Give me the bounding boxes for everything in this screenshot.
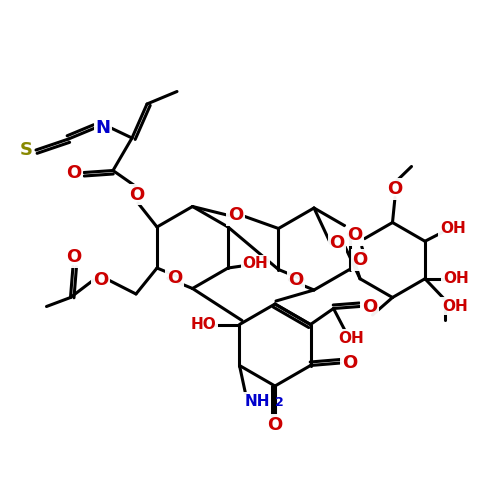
Text: O: O bbox=[288, 271, 304, 289]
Text: O: O bbox=[66, 248, 82, 266]
Text: O: O bbox=[347, 226, 362, 244]
Text: OH: OH bbox=[440, 221, 466, 236]
Text: OH: OH bbox=[442, 298, 468, 314]
Text: O: O bbox=[330, 234, 344, 252]
Text: O: O bbox=[93, 271, 108, 289]
Text: O: O bbox=[352, 251, 368, 269]
Text: O: O bbox=[362, 298, 377, 316]
Text: HO: HO bbox=[190, 317, 216, 332]
Text: NH: NH bbox=[244, 394, 270, 409]
Text: S: S bbox=[20, 141, 32, 159]
Text: O: O bbox=[167, 269, 182, 287]
Text: O: O bbox=[130, 186, 144, 204]
Text: OH: OH bbox=[443, 271, 469, 286]
Text: O: O bbox=[66, 164, 82, 182]
Text: OH: OH bbox=[338, 331, 364, 346]
Text: OH: OH bbox=[242, 256, 268, 272]
Text: O: O bbox=[342, 354, 357, 372]
Text: O: O bbox=[388, 180, 402, 198]
Text: O: O bbox=[268, 416, 282, 434]
Text: O: O bbox=[228, 206, 243, 224]
Text: 2: 2 bbox=[276, 396, 284, 408]
Text: N: N bbox=[96, 119, 110, 137]
